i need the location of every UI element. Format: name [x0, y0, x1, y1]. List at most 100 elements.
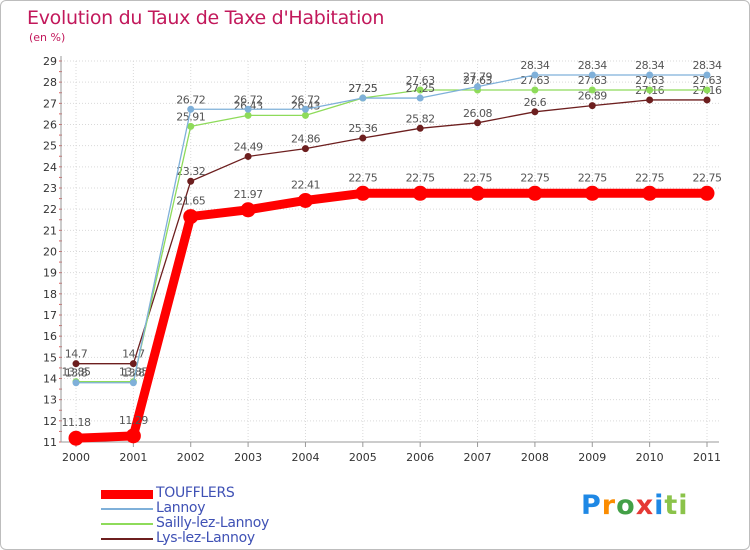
- data-point: [531, 71, 539, 79]
- data-label: 22.75: [348, 171, 377, 184]
- data-label: 22.75: [635, 171, 664, 184]
- data-point: [72, 379, 80, 387]
- y-tick-label: 28: [43, 76, 57, 89]
- y-tick-label: 23: [43, 182, 57, 195]
- data-label: 27.25: [406, 82, 435, 95]
- data-label: 26.72: [234, 93, 263, 106]
- data-label: 13.8: [65, 367, 88, 380]
- data-point: [588, 71, 596, 79]
- x-tick-label: 2003: [234, 451, 262, 464]
- data-point: [646, 96, 654, 104]
- data-point: [474, 119, 482, 127]
- x-tick-label: 2006: [406, 451, 434, 464]
- data-label: 27.63: [693, 74, 722, 87]
- chart-subtitle: (en %): [29, 31, 66, 44]
- x-tick-label: 2005: [349, 451, 377, 464]
- x-tick-label: 2010: [636, 451, 664, 464]
- data-point: [703, 96, 711, 104]
- x-tick-label: 2001: [119, 451, 147, 464]
- data-point: [301, 111, 309, 119]
- legend-label: TOUFFLERS: [156, 485, 235, 501]
- legend-swatch: [101, 508, 153, 510]
- series-sailly-lez-lannoy: 13.8513.8525.9126.4326.4327.2527.6327.63…: [62, 74, 722, 386]
- x-tick-label: 2004: [291, 451, 319, 464]
- data-label: 28.34: [635, 59, 664, 72]
- chart-title: Evolution du Taux de Taxe d'Habitation: [27, 7, 385, 29]
- data-label: 23.32: [176, 165, 205, 178]
- data-label: 13.85: [62, 366, 91, 379]
- data-label: 27.63: [520, 74, 549, 87]
- data-point: [240, 202, 256, 218]
- series-line: [71, 188, 712, 443]
- data-label: 21.65: [176, 195, 205, 208]
- data-label: 22.75: [463, 171, 492, 184]
- data-label: 22.75: [693, 171, 722, 184]
- data-label: 22.75: [406, 171, 435, 184]
- data-point: [244, 105, 252, 113]
- data-label: 22.75: [578, 171, 607, 184]
- data-point: [703, 71, 711, 79]
- y-tick-label: 16: [43, 330, 57, 343]
- data-point: [187, 122, 195, 130]
- data-point: [297, 192, 313, 208]
- data-label: 25.91: [176, 110, 205, 123]
- y-tick-label: 15: [43, 351, 57, 364]
- data-point: [129, 360, 137, 368]
- x-tick-label: 2002: [177, 451, 205, 464]
- x-tick-label: 2008: [521, 451, 549, 464]
- legend-swatch: [101, 538, 153, 540]
- data-point: [183, 209, 199, 225]
- series-line: [75, 74, 708, 384]
- data-label: 24.86: [291, 133, 320, 146]
- data-point: [646, 71, 654, 79]
- y-tick-label: 21: [43, 224, 57, 237]
- data-point: [416, 94, 424, 102]
- legend-swatch: [101, 523, 153, 525]
- data-point: [125, 428, 141, 444]
- data-label: 25.36: [348, 122, 377, 135]
- y-tick-label: 13: [43, 394, 57, 407]
- data-label: 27.63: [635, 74, 664, 87]
- x-tick-label: 2009: [578, 451, 606, 464]
- y-tick-label: 12: [43, 415, 57, 428]
- data-label: 13.85: [119, 366, 148, 379]
- data-point: [470, 185, 486, 201]
- data-point: [129, 379, 137, 387]
- data-label: 26.72: [291, 93, 320, 106]
- data-point: [187, 177, 195, 185]
- data-label: 26.89: [578, 90, 607, 103]
- series-toufflers: 11.18 11.29 21.65 21.97 22.41 22.75 22.75 22.75…: [62, 171, 722, 446]
- data-point: [584, 185, 600, 201]
- data-point: [527, 185, 543, 201]
- legend-label: Lannoy: [156, 500, 206, 516]
- data-label: 26.72: [176, 93, 205, 106]
- series-line: [75, 89, 708, 383]
- y-tick-label: 20: [43, 246, 57, 259]
- y-tick-label: 26: [43, 119, 57, 132]
- data-label: 22.41: [291, 178, 320, 191]
- legend-label: Sailly-lez-Lannoy: [156, 515, 270, 531]
- data-label: 24.49: [234, 140, 263, 153]
- y-tick-label: 11: [43, 436, 57, 449]
- data-point: [301, 105, 309, 113]
- data-point: [699, 185, 715, 201]
- data-point: [531, 108, 539, 116]
- data-point: [68, 430, 84, 446]
- data-point: [72, 360, 80, 368]
- data-point: [359, 134, 367, 142]
- data-label: 26.08: [463, 107, 492, 120]
- data-point: [474, 83, 482, 91]
- data-label: 27.79: [463, 71, 492, 84]
- y-tick-label: 22: [43, 203, 57, 216]
- x-tick-label: 2000: [62, 451, 90, 464]
- data-label: 22.75: [520, 171, 549, 184]
- series-lys-lez-lannoy: 14.7 14.7 23.32 24.49 24.86 25.36 25.82 26.08 26…: [65, 84, 722, 368]
- data-label: 26.6: [524, 96, 547, 109]
- data-point: [244, 111, 252, 119]
- data-point: [642, 185, 658, 201]
- data-label: 27.63: [463, 74, 492, 87]
- data-point: [355, 185, 371, 201]
- y-tick-label: 18: [43, 288, 57, 301]
